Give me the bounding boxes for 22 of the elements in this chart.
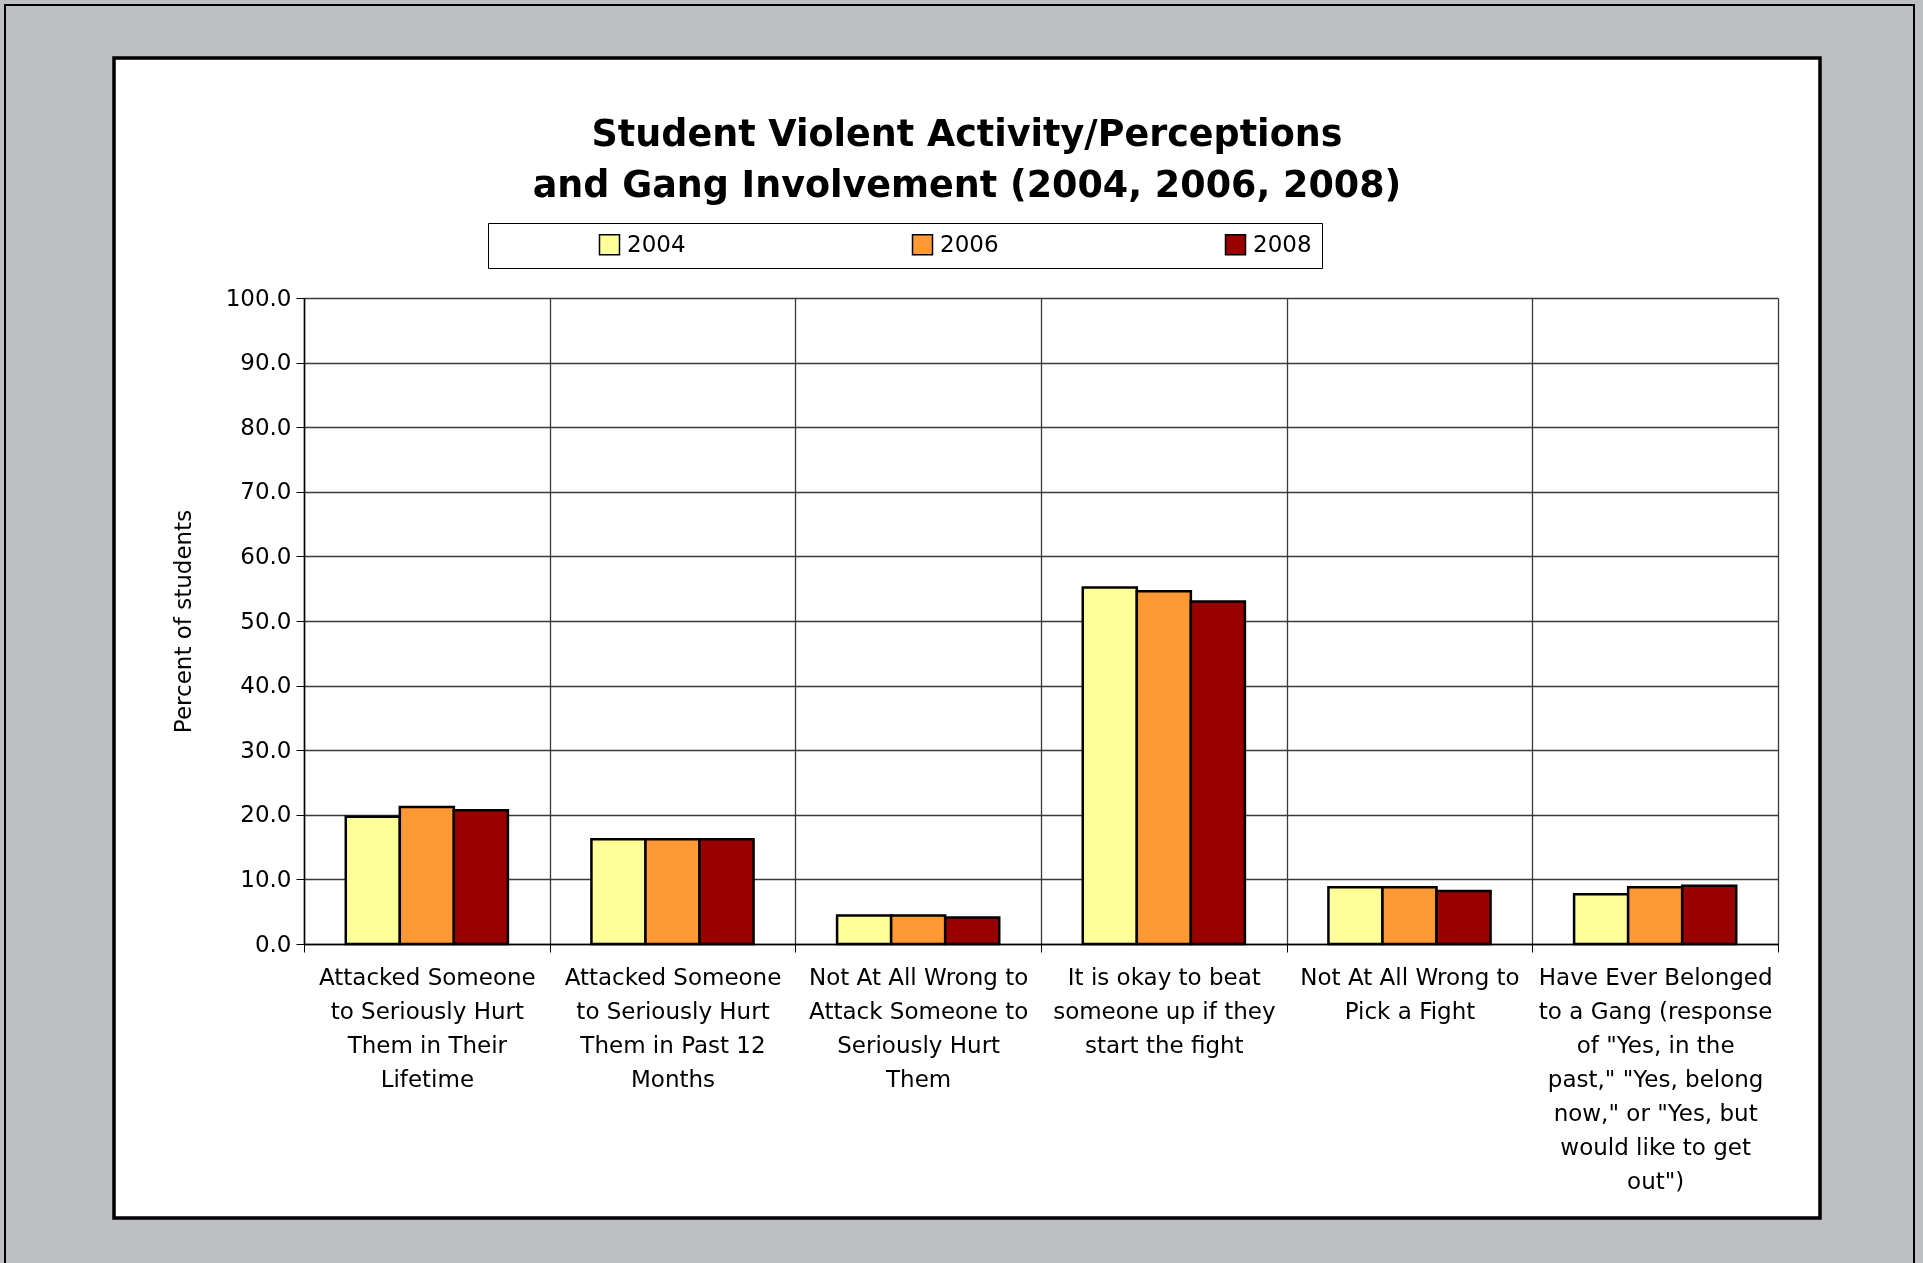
y-tick-label: 90.0 [240, 349, 292, 376]
y-tick-label: 20.0 [240, 801, 292, 828]
y-tick-label: 0.0 [254, 930, 292, 957]
y-tick-label: 50.0 [240, 607, 292, 634]
x-tick-label: It is okay to beat someone up if they start the fight [1053, 963, 1276, 1058]
x-tick-label: Attacked Someone to Seriously Hurt Them in Their Lifetime [318, 963, 536, 1092]
y-tick-label: 60.0 [240, 542, 292, 569]
y-tick-label: 80.0 [240, 413, 292, 440]
legend-label: 2004 [627, 230, 686, 257]
x-tick-label: Not At All Wrong to Pick a Fight [1300, 963, 1520, 1024]
legend-label: 2006 [940, 230, 999, 257]
x-tick-label: Not At All Wrong to Attack Someone to Seriously Hurt Them [808, 963, 1029, 1092]
chart-title: Student Violent Activity/Perceptions and Gang Involvement (2004, 2006, 2008) [532, 111, 1402, 206]
y-tick-label: 100.0 [225, 284, 292, 311]
x-tick-label: Have Ever Belonged to a Gang (response of "Yes, in the past," "Yes, belong now," or "Yes, but would like to get out") [1538, 963, 1773, 1194]
legend-label: 2008 [1253, 230, 1312, 257]
y-tick-label: 70.0 [240, 478, 292, 505]
y-tick-label: 10.0 [240, 865, 292, 892]
y-tick-label: 30.0 [240, 736, 292, 763]
y-tick-label: 40.0 [240, 672, 292, 699]
x-tick-label: Attacked Someone to Seriously Hurt Them in Past 12 Months [564, 963, 782, 1092]
y-axis-title: Percent of students [169, 509, 196, 734]
